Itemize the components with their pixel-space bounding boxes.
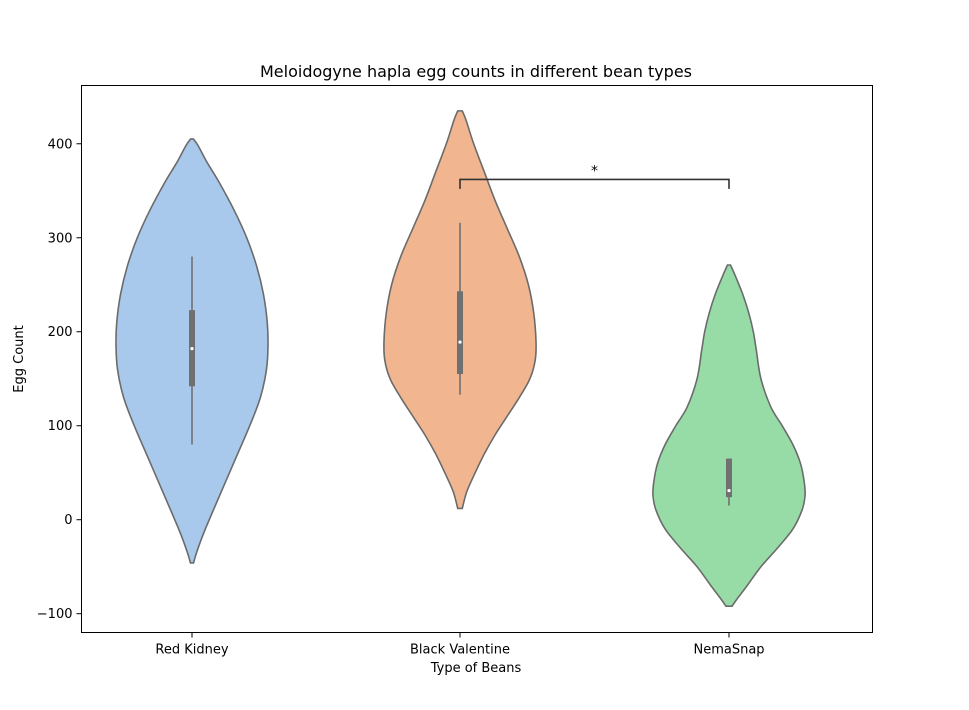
- x-tick-label: Black Valentine: [410, 643, 510, 658]
- y-tick-label: 100: [48, 419, 73, 434]
- significance-label: *: [591, 163, 598, 179]
- y-axis-label: Egg Count: [12, 325, 27, 392]
- violin-iqr-box: [726, 458, 732, 498]
- y-axis: −100 0 100 200 300 400: [37, 137, 82, 622]
- plot-frame: [81, 85, 873, 633]
- y-tick-label: 400: [48, 137, 73, 152]
- violin-median-point: [727, 488, 731, 493]
- annotations: *: [459, 163, 730, 189]
- y-tick-label: −100: [37, 607, 73, 622]
- x-axis: Red Kidney Black Valentine NemaSnap: [155, 632, 765, 658]
- chart-title: Meloidogyne hapla egg counts in differen…: [260, 62, 692, 81]
- violin-body: [652, 264, 806, 607]
- y-tick-label: 300: [48, 231, 73, 246]
- y-tick-label: 200: [48, 325, 73, 340]
- violin-iqr-box: [457, 291, 463, 375]
- violin-median-point: [458, 340, 462, 344]
- significance-bracket: [459, 178, 730, 189]
- x-axis-label: Type of Beans: [430, 661, 522, 676]
- x-tick-label: Red Kidney: [155, 643, 228, 658]
- y-tick-label: 0: [64, 513, 72, 528]
- x-tick-label: NemaSnap: [693, 643, 764, 658]
- plot-area: [115, 110, 806, 607]
- violin-median-point: [190, 347, 194, 351]
